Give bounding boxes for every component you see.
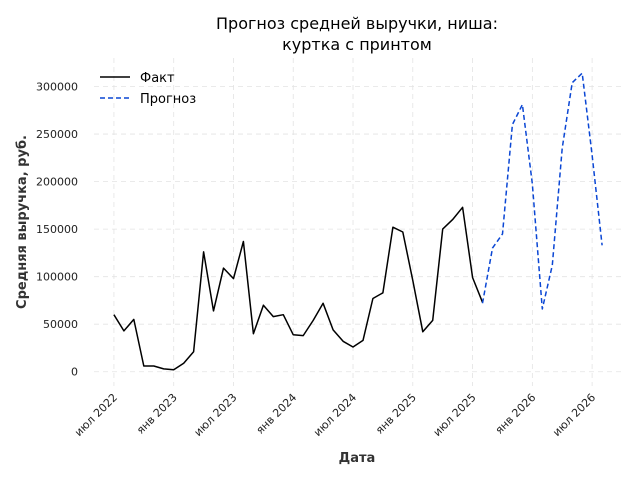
y-tick-label: 200000 (36, 176, 78, 189)
y-tick-label: 50000 (43, 318, 78, 331)
x-tick-label: июл 2023 (192, 391, 240, 439)
x-tick-label: июл 2026 (550, 391, 598, 439)
y-tick-label: 250000 (36, 128, 78, 141)
y-tick-label: 0 (71, 366, 78, 379)
x-tick-label: июл 2022 (72, 391, 120, 439)
series-line-fact (113, 206, 484, 371)
x-tick-label: июл 2024 (311, 391, 359, 439)
y-axis-label: Средняя выручка, руб. (15, 135, 30, 309)
x-tick-label: янв 2023 (134, 391, 180, 437)
x-tick-labels: июл 2022 янв 2023 июл 2023 янв 2024 июл 2024… (72, 391, 598, 439)
x-tick-label: июл 2025 (431, 391, 479, 439)
chart-title-line-1: Прогноз средней выручки, ниша: (216, 14, 498, 33)
x-tick-label: янв 2026 (493, 391, 539, 437)
legend: Факт Прогноз (100, 71, 196, 107)
series-lines (113, 72, 603, 371)
y-tick-label: 300000 (36, 81, 78, 94)
y-tick-labels: 0 50000 100000 150000 200000 250000 300000 (36, 81, 78, 379)
y-tick-label: 100000 (36, 271, 78, 284)
legend-forecast-label: Прогноз (140, 92, 196, 107)
legend-fact-label: Факт (140, 71, 175, 86)
x-tick-label: янв 2025 (373, 391, 419, 437)
chart-title-line-2: куртка с принтом (282, 35, 432, 54)
x-axis-label: Дата (339, 451, 376, 466)
grid-lines (94, 58, 622, 386)
y-tick-label: 150000 (36, 223, 78, 236)
x-tick-label: янв 2024 (254, 391, 300, 437)
series-line-forecast (481, 72, 603, 310)
